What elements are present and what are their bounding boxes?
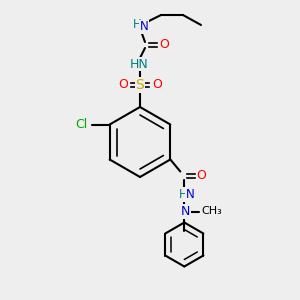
Text: Cl: Cl <box>76 118 88 131</box>
Text: O: O <box>152 79 162 92</box>
Text: N: N <box>186 188 195 201</box>
Text: O: O <box>196 169 206 182</box>
Text: H: H <box>179 188 188 201</box>
Text: CH₃: CH₃ <box>201 206 222 217</box>
Text: O: O <box>159 38 169 52</box>
Text: S: S <box>136 78 144 92</box>
Text: N: N <box>181 205 190 218</box>
Text: HN: HN <box>130 58 148 70</box>
Text: O: O <box>118 79 128 92</box>
Text: H: H <box>133 19 141 32</box>
Text: N: N <box>140 20 148 34</box>
